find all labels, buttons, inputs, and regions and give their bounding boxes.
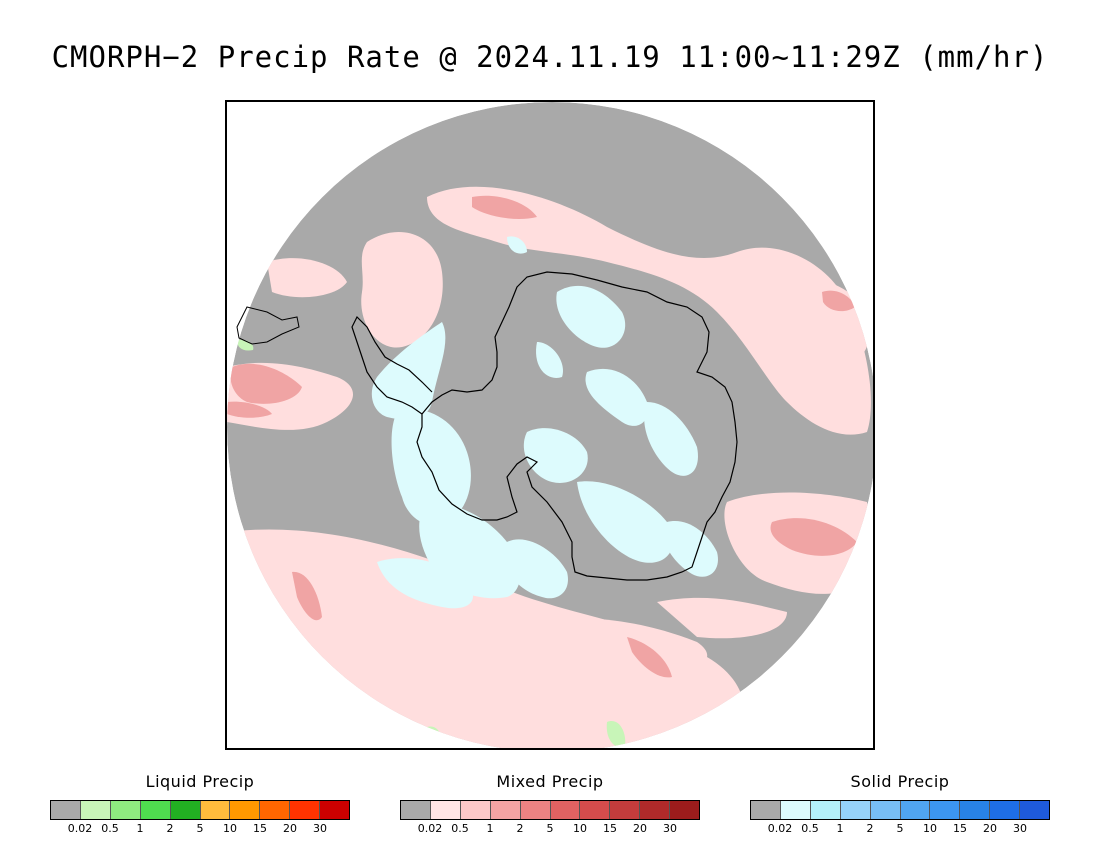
- tick-label: 0.02: [417, 822, 443, 835]
- colorbar-ticks: 0.02 0.5 1 2 5 10 15 20 30: [50, 822, 350, 836]
- tick-label: 30: [313, 822, 327, 835]
- antarctica-coastline: [416, 271, 738, 581]
- colorbar: [400, 800, 700, 820]
- map-title: CMORPH−2 Precip Rate @ 2024.11.19 11:00~…: [51, 40, 1049, 74]
- color-swatch: [840, 801, 871, 819]
- color-swatch: [51, 801, 81, 819]
- color-swatch: [930, 801, 961, 819]
- color-swatch: [580, 801, 611, 819]
- color-swatch: [870, 801, 901, 819]
- tick-label: 15: [253, 822, 267, 835]
- color-swatch: [430, 801, 461, 819]
- colorbar: [750, 800, 1050, 820]
- tick-label: 1: [486, 822, 494, 835]
- tick-label: 1: [836, 822, 844, 835]
- color-swatch: [780, 801, 811, 819]
- color-swatch: [460, 801, 491, 819]
- color-swatch: [670, 801, 700, 819]
- tick-label: 5: [896, 822, 904, 835]
- color-swatch: [230, 801, 261, 819]
- legend-title: Mixed Precip: [496, 772, 604, 791]
- color-swatch: [751, 801, 781, 819]
- polar-map: [225, 100, 875, 750]
- tick-label: 10: [573, 822, 587, 835]
- color-swatch: [320, 801, 350, 819]
- color-swatch: [810, 801, 841, 819]
- tick-label: 5: [546, 822, 554, 835]
- tick-label: 15: [953, 822, 967, 835]
- solid-precip-legend: Solid Precip 0.02 0.5 1 2 5 10 15 20 30: [750, 772, 1050, 836]
- color-swatch: [170, 801, 201, 819]
- south-america-coastline: [236, 306, 300, 345]
- mixed-heavy-areas: [227, 195, 857, 678]
- color-swatch: [200, 801, 231, 819]
- color-swatch: [520, 801, 551, 819]
- legend-title: Solid Precip: [850, 772, 950, 791]
- tick-label: 20: [283, 822, 297, 835]
- color-swatch: [401, 801, 431, 819]
- tick-label: 1: [136, 822, 144, 835]
- tick-label: 5: [196, 822, 204, 835]
- color-swatch: [960, 801, 991, 819]
- color-swatch: [640, 801, 671, 819]
- color-swatch: [490, 801, 521, 819]
- liquid-precip-legend: Liquid Precip 0.02 0.5 1 2 5 10 15 20 30: [50, 772, 350, 836]
- tick-label: 0.5: [101, 822, 119, 835]
- color-swatch: [1020, 801, 1050, 819]
- color-swatch: [110, 801, 141, 819]
- tick-label: 30: [663, 822, 677, 835]
- antarctic-peninsula-coastline: [351, 315, 433, 415]
- tick-label: 0.02: [67, 822, 93, 835]
- color-swatch: [80, 801, 111, 819]
- color-swatch: [610, 801, 641, 819]
- color-swatch: [900, 801, 931, 819]
- tick-label: 2: [866, 822, 874, 835]
- precip-map-svg: [227, 102, 873, 748]
- tick-label: 0.02: [767, 822, 793, 835]
- tick-label: 0.5: [801, 822, 819, 835]
- solid-precip-areas: [371, 236, 718, 609]
- color-swatch: [260, 801, 291, 819]
- colorbar-ticks: 0.02 0.5 1 2 5 10 15 20 30: [400, 822, 700, 836]
- color-swatch: [550, 801, 581, 819]
- color-swatch: [990, 801, 1021, 819]
- tick-label: 2: [516, 822, 524, 835]
- tick-label: 10: [923, 822, 937, 835]
- tick-label: 15: [603, 822, 617, 835]
- tick-label: 10: [223, 822, 237, 835]
- color-swatch: [140, 801, 171, 819]
- colorbar: [50, 800, 350, 820]
- tick-label: 30: [1013, 822, 1027, 835]
- tick-label: 0.5: [451, 822, 469, 835]
- color-swatch: [290, 801, 321, 819]
- tick-label: 2: [166, 822, 174, 835]
- tick-label: 20: [983, 822, 997, 835]
- tick-label: 20: [633, 822, 647, 835]
- colorbar-ticks: 0.02 0.5 1 2 5 10 15 20 30: [750, 822, 1050, 836]
- legend-title: Liquid Precip: [145, 772, 255, 791]
- mixed-precip-legend: Mixed Precip 0.02 0.5 1 2 5 10 15 20 30: [400, 772, 700, 836]
